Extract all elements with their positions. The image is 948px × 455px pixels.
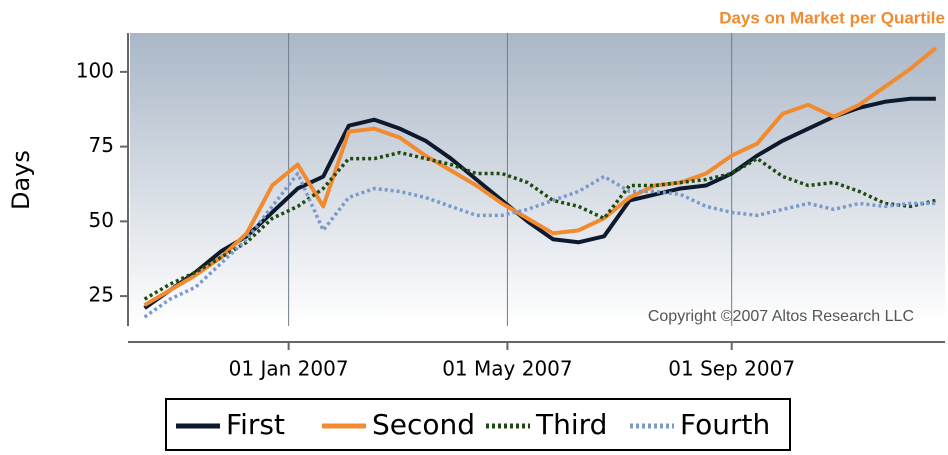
x-tick-label: 01 May 2007 (442, 357, 572, 381)
x-tick-label: 01 Jan 2007 (229, 357, 349, 381)
line-series (143, 150, 937, 301)
y-axis-label: Days (7, 150, 35, 210)
legend-label: Fourth (680, 408, 770, 441)
line-series (143, 46, 938, 307)
plot-area (130, 33, 945, 326)
y-tick-label: 25 (89, 283, 114, 307)
y-tick-label: 50 (89, 208, 114, 232)
legend-label: Second (372, 408, 475, 441)
legend (165, 398, 791, 451)
y-tick-label: 100 (76, 58, 114, 82)
chart-title: Days on Market per Quartile (719, 8, 945, 27)
y-tick-label: 75 (89, 133, 114, 157)
legend-label: First (226, 408, 285, 441)
line-series (143, 96, 936, 310)
copyright: Copyright ©2007 Altos Research LLC (648, 308, 914, 325)
x-tick-label: 01 Sep 2007 (668, 357, 795, 381)
line-series (143, 171, 936, 319)
legend-label: Third (535, 408, 607, 441)
